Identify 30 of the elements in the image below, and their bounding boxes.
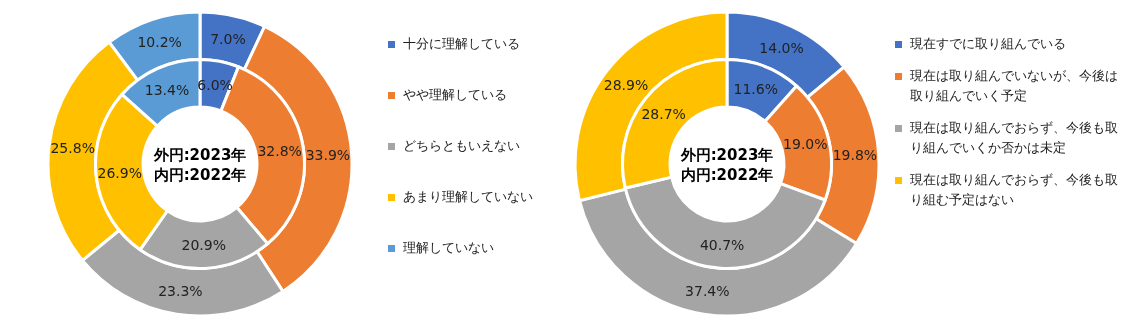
data-label: 13.4% [144, 82, 190, 99]
data-label: 32.8% [257, 142, 302, 159]
legend-label: どちらともいえない [403, 137, 520, 155]
data-label: 19.8% [832, 146, 878, 163]
legend-label: 十分に理解している [403, 35, 520, 53]
data-label: 37.4% [685, 282, 730, 299]
legend-label: 現在は取り組んでいないが、今後は取り組んでいく予定 [910, 67, 1119, 105]
data-label: 28.7% [641, 105, 686, 122]
legend-label: 現在すでに取り組んでいる [910, 35, 1066, 53]
data-label: 10.2% [137, 34, 182, 51]
legend-label: やや理解している [403, 86, 507, 104]
data-label: 20.9% [181, 236, 227, 253]
legend-label: 現在は取り組んでおらず、今後も取り組んでいくか否かは未定 [910, 119, 1119, 157]
data-label: 23.3% [158, 282, 203, 299]
text: 外円:2023年 [679, 146, 774, 164]
data-label: 19.0% [783, 136, 828, 153]
data-label: 26.9% [97, 165, 143, 182]
data-label: 28.9% [603, 76, 649, 93]
data-label: 14.0% [759, 39, 804, 56]
data-label: 7.0% [210, 30, 246, 47]
text: 内円:2022年 [153, 166, 247, 184]
data-label: 40.7% [699, 236, 745, 253]
legend-label: 現在は取り組んでおらず、今後も取り組む予定はない [910, 171, 1119, 209]
data-label: 25.8% [50, 140, 95, 157]
text: 外円:2023年 [152, 146, 247, 164]
text: 内円:2022年 [680, 166, 774, 184]
legend-label: 理解していない [403, 239, 494, 257]
data-label: 33.9% [305, 147, 351, 164]
legend-label: あまり理解していない [403, 188, 533, 206]
data-label: 11.6% [733, 80, 779, 97]
